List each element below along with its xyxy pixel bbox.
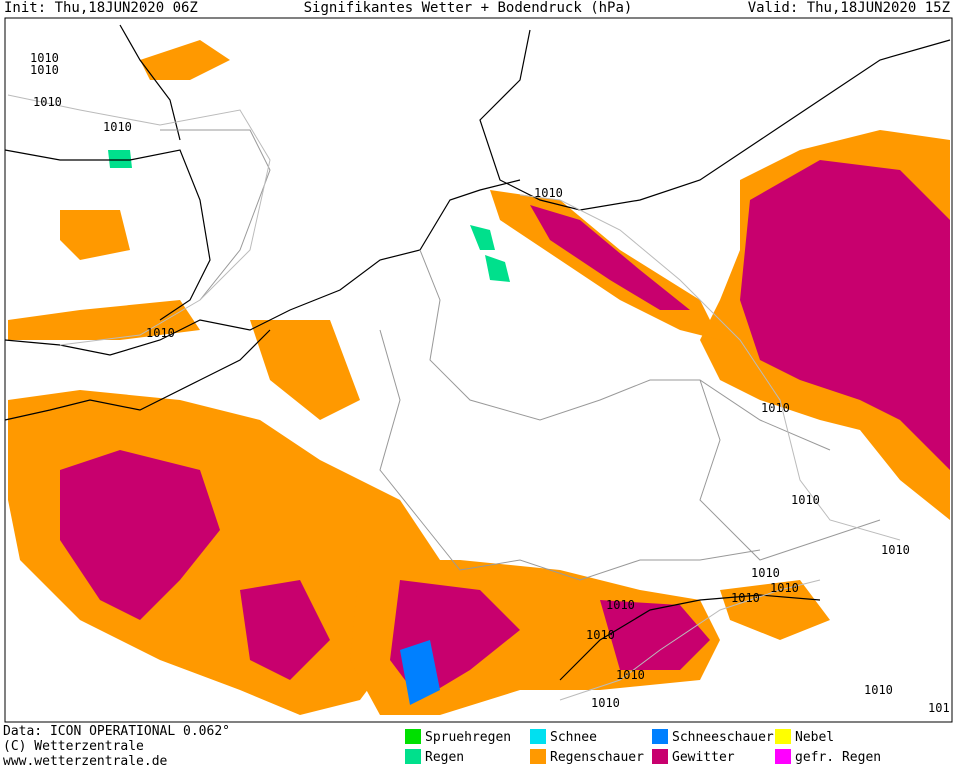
- pressure-label: 101: [928, 701, 950, 715]
- pressure-label: 1010: [534, 186, 563, 200]
- init-time: Init: Thu,18JUN2020 06Z: [4, 0, 198, 16]
- footer-text: Data: ICON OPERATIONAL 0.062°: [3, 724, 230, 739]
- legend-label: Gewitter: [672, 750, 735, 765]
- pressure-label: 1010: [606, 598, 635, 612]
- precipitation: [8, 40, 950, 715]
- legend-label: Spruehregen: [425, 730, 511, 745]
- pressure-label: 1010: [103, 120, 132, 134]
- legend-label: Schnee: [550, 730, 597, 745]
- pressure-label: 1010: [864, 683, 893, 697]
- legend-label: Nebel: [795, 730, 834, 745]
- pressure-label: 1010: [591, 696, 620, 710]
- pressure-label: 1010: [751, 566, 780, 580]
- coastlines: [4, 24, 951, 681]
- legend-swatch: [775, 729, 791, 744]
- pressure-label: 1010: [616, 668, 645, 682]
- isobars: [7, 94, 901, 701]
- legend-swatch: [405, 749, 421, 764]
- legend-swatch: [652, 729, 668, 744]
- legend-swatch: [530, 749, 546, 764]
- valid-time: Valid: Thu,18JUN2020 15Z: [748, 0, 950, 16]
- map-title: Signifikantes Wetter + Bodendruck (hPa): [304, 0, 633, 16]
- pressure-label: 1010: [33, 95, 62, 109]
- pressure-label: 1010: [761, 401, 790, 415]
- legend-swatch: [652, 749, 668, 764]
- pressure-label: 1010: [731, 591, 760, 605]
- legend-swatch: [775, 749, 791, 764]
- pressure-label: 1010: [586, 628, 615, 642]
- footer-text: (C) Wetterzentrale: [3, 739, 144, 754]
- legend-swatch: [530, 729, 546, 744]
- legend-label: gefr. Regen: [795, 750, 881, 765]
- legend-label: Schneeschauer: [672, 730, 774, 745]
- footer-text: www.wetterzentrale.de: [3, 754, 168, 769]
- pressure-label: 1010: [791, 493, 820, 507]
- pressure-label: 1010: [881, 543, 910, 557]
- pressure-label: 1010: [30, 51, 59, 65]
- borders: [160, 129, 881, 581]
- pressure-label: 1010: [770, 581, 799, 595]
- legend-swatch: [405, 729, 421, 744]
- pressure-label: 1010: [30, 63, 59, 77]
- pressure-label: 1010: [146, 326, 175, 340]
- legend-label: Regen: [425, 750, 464, 765]
- legend-label: Regenschauer: [550, 750, 644, 765]
